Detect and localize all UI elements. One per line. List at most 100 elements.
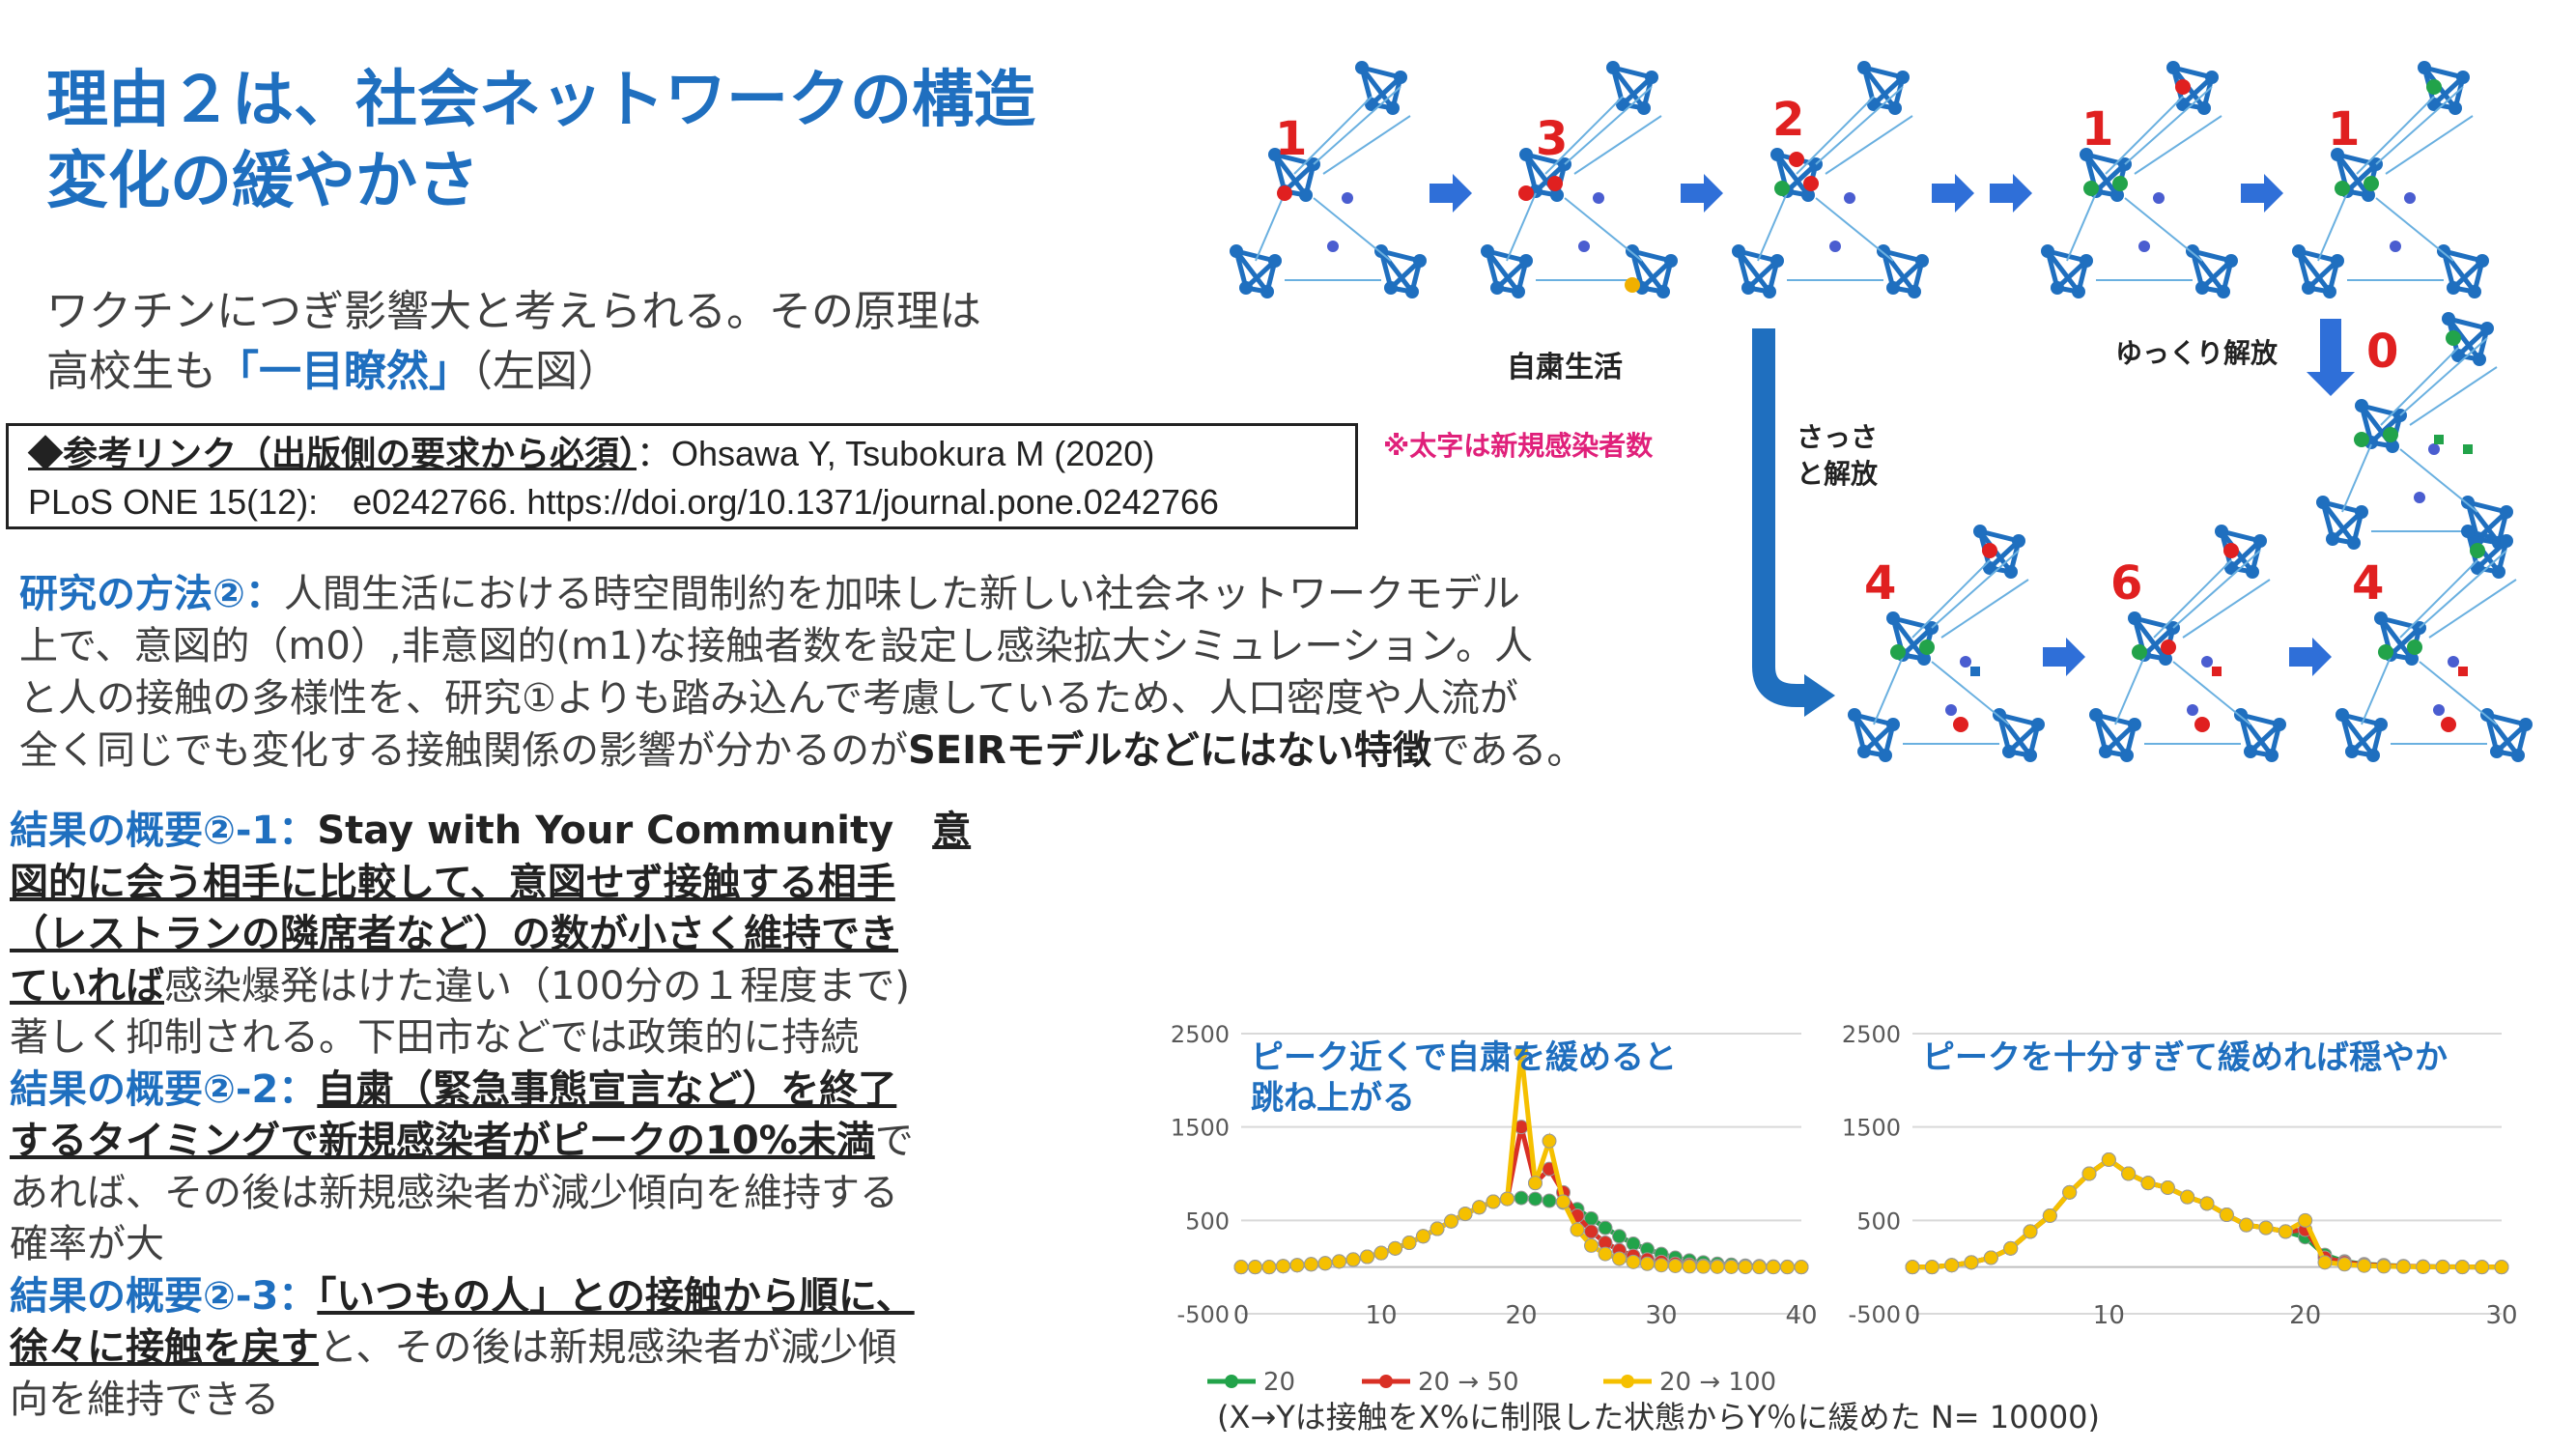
data-point (1556, 1194, 1571, 1209)
y-tick-label: -500 (1177, 1301, 1230, 1328)
result-1-text: 感染爆発はけた違い（100分の１程度まで) (164, 963, 910, 1009)
network-stage-slow (2316, 312, 2513, 550)
down-arrow-icon (2307, 319, 2355, 396)
data-point (1598, 1246, 1613, 1262)
data-point (2376, 1259, 2392, 1274)
data-point (2121, 1166, 2137, 1181)
data-point (1401, 1236, 1417, 1251)
data-point (1542, 1133, 1557, 1149)
data-point (2494, 1260, 2509, 1275)
data-point (1682, 1259, 1697, 1274)
arrow-icon (2241, 174, 2283, 213)
data-point (1233, 1260, 1249, 1275)
data-point (1514, 1190, 1529, 1206)
page-title: 理由２は、社会ネットワークの構造 変化の緩やかさ (46, 60, 1035, 222)
data-point (1528, 1191, 1543, 1207)
data-point (1500, 1191, 1514, 1207)
legend-label: 20 → 50 (1418, 1368, 1518, 1397)
data-point (2239, 1217, 2254, 1233)
title-line-1: 理由２は、社会ネットワークの構造 (46, 65, 1035, 136)
data-point (1248, 1260, 1262, 1275)
label-quick-release-2: と解放 (1797, 458, 1879, 490)
arrow-icon (1990, 174, 2032, 213)
data-point (1317, 1256, 1333, 1271)
y-tick-label: 1500 (1842, 1115, 1901, 1142)
result-1-line-4: ていれば感染爆発はけた違い（100分の１程度まで) (10, 961, 1053, 1013)
intro-line-1: ワクチンにつぎ影響大と考えられる。その原理は (46, 287, 981, 336)
data-point (1570, 1222, 1585, 1237)
data-point (2357, 1258, 2372, 1273)
results-section: 結果の概要②-1：Stay with Your Community 意 図的に会… (10, 806, 1053, 1426)
data-point (1584, 1237, 1599, 1253)
y-tick-label: 500 (1185, 1208, 1230, 1235)
data-point (1486, 1194, 1501, 1209)
data-point (1261, 1260, 1277, 1275)
infection-count: 4 (1864, 556, 1896, 611)
result-3-text: と、その後は新規感染者が減少傾 (319, 1325, 897, 1370)
intro-line-2: 高校生も「一目瞭然」（左図） (46, 342, 981, 402)
data-point (1430, 1221, 1445, 1236)
data-point (1724, 1259, 1739, 1274)
result-1-emphasis: 意 (932, 809, 972, 853)
method-text: である。 (1430, 728, 1586, 773)
result-2-line-2: するタイミングで新規感染者がピークの10%未満で (10, 1116, 1053, 1168)
data-point (2298, 1212, 2313, 1228)
y-tick-label: 500 (1856, 1208, 1901, 1235)
legend-marker (1225, 1375, 1238, 1388)
result-1-title: Stay with Your Community (317, 809, 933, 853)
data-point (1388, 1240, 1402, 1256)
data-point (2140, 1176, 2156, 1191)
network-stage-1 (1230, 61, 1427, 298)
data-point (2101, 1152, 2116, 1167)
result-1-line-3: （レストランの隣席者など）の数が小さく維持でき (10, 909, 1053, 961)
result-1-emphasis: 図的に会う相手に比較して、意図せず接触する相手 (10, 860, 895, 905)
result-3-line-2: 徐々に接触を戻すと、その後は新規感染者が減少傾 (10, 1322, 1053, 1375)
network-stage-5 (2292, 61, 2489, 298)
infection-count: 6 (2110, 556, 2142, 611)
data-point (2062, 1184, 2078, 1200)
data-point (1612, 1229, 1627, 1244)
arrow-icon (1932, 174, 1974, 213)
data-point (1373, 1245, 1389, 1261)
method-line-3: と人の接触の多様性を、研究①よりも踏み込んで考慮しているため、人口密度や人流が (19, 676, 1518, 721)
result-3-label: 結果の概要②-3： (10, 1273, 318, 1319)
data-point (1752, 1260, 1767, 1275)
reference-link[interactable]: PLoS ONE 15(12): e0242766. https://doi.o… (28, 482, 1219, 522)
infection-count: 4 (2352, 556, 2384, 611)
data-point (2395, 1259, 2411, 1274)
data-point (2475, 1260, 2490, 1275)
x-tick-label: 0 (1905, 1301, 1921, 1330)
data-point (1696, 1259, 1711, 1274)
data-point (1668, 1259, 1683, 1274)
data-point (1584, 1224, 1599, 1239)
method-label: 研究の方法②： (19, 572, 284, 616)
bold-number-note: ※太字は新規感染者数 (1383, 430, 1654, 462)
data-point (1289, 1258, 1305, 1273)
data-point (1360, 1249, 1374, 1264)
data-point (1944, 1258, 1960, 1273)
intro-text-post: （左図） (471, 347, 620, 396)
data-point (2219, 1208, 2234, 1223)
label-self-restraint: 自粛生活 (1507, 351, 1623, 384)
legend-marker (1621, 1375, 1634, 1388)
method-line-1: 研究の方法②：人間生活における時空間制約を加味した新しい社会ネットワークモデル (19, 568, 1758, 620)
y-tick-label: -500 (1849, 1301, 1901, 1328)
data-point (2180, 1189, 2195, 1205)
chart-title: ピーク近くで自粛を緩めると (1251, 1038, 1677, 1077)
data-point (1612, 1251, 1627, 1266)
arrow-icon (2043, 638, 2085, 676)
y-tick-label: 1500 (1171, 1115, 1230, 1142)
data-point (1345, 1252, 1361, 1267)
data-point (1983, 1250, 1998, 1265)
result-3-emphasis: 「いつもの人」との接触から順に、 (317, 1273, 915, 1319)
data-point (1766, 1260, 1781, 1275)
data-point (1640, 1256, 1655, 1271)
result-2-line-3: あれば、その後は新規感染者が減少傾向を維持する (10, 1170, 898, 1215)
reference-line-1: ◆参考リンク（出版側の要求から必須）：Ohsawa Y, Tsubokura M… (28, 430, 1336, 478)
x-tick-label: 30 (2485, 1301, 2517, 1330)
network-stage-7 (2089, 525, 2286, 762)
reference-authors: ：Ohsawa Y, Tsubokura M (2020) (637, 434, 1155, 473)
data-point (1528, 1176, 1543, 1191)
method-paragraph: 研究の方法②：人間生活における時空間制約を加味した新しい社会ネットワークモデル … (19, 568, 1758, 777)
chart-title: 跳ね上がる (1251, 1079, 1415, 1118)
